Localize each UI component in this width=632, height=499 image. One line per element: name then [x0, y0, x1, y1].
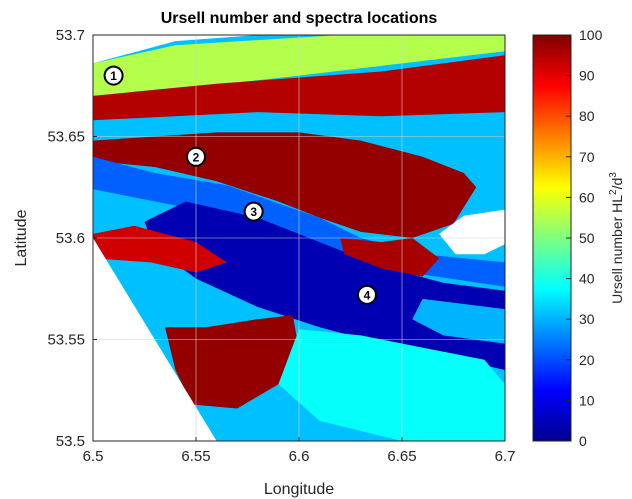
- x-tick-label: 6.6: [289, 448, 310, 465]
- x-tick-label: 6.5: [83, 448, 104, 465]
- x-tick-label: 6.65: [387, 448, 416, 465]
- y-tick-label: 53.55: [47, 332, 85, 349]
- spectra-marker-label: 3: [250, 205, 257, 219]
- x-axis-label: Longitude: [264, 481, 334, 498]
- spectra-marker-label: 1: [110, 69, 117, 83]
- chart-title: Ursell number and spectra locations: [161, 10, 438, 27]
- spectra-markers: 1 2 3 4: [103, 65, 377, 305]
- y-tick-label: 53.65: [47, 129, 85, 146]
- spectra-marker-4: 4: [356, 284, 377, 305]
- x-tick-label: 6.7: [495, 448, 516, 465]
- spectra-marker-1: 1: [103, 65, 124, 86]
- colorbar-label-sup2: 3: [608, 172, 619, 178]
- nodata-northwest-white: [93, 35, 258, 64]
- colorbar-tick-label: 30: [579, 311, 595, 327]
- y-tick-label: 53.5: [56, 433, 85, 450]
- nodata-east-island: [439, 209, 505, 255]
- spectra-marker-label: 2: [193, 150, 200, 164]
- colorbar-tick-label: 40: [579, 271, 595, 287]
- region-channel-deep-blue: [144, 201, 505, 370]
- colorbar-tick-label: 80: [579, 108, 595, 124]
- spectra-marker-label: 4: [364, 288, 371, 302]
- region-southeast-cyan: [412, 298, 505, 344]
- region-west-red-shoal: [93, 225, 227, 273]
- region-south-red-shoal: [165, 315, 299, 409]
- colorbar-tick-label: 90: [579, 68, 595, 84]
- spectra-marker-circle: [356, 284, 377, 305]
- spectra-marker-circle: [243, 201, 264, 222]
- x-tick-label: 6.55: [181, 448, 210, 465]
- colorbar-tick-label: 70: [579, 149, 595, 165]
- spectra-marker-2: 2: [186, 146, 206, 167]
- plot-area: 1 2 3 4: [93, 35, 505, 441]
- colorbar-label-main: Ursell number HL: [609, 195, 625, 304]
- spectra-marker-3: 3: [243, 201, 264, 222]
- colorbar-ticks: 0 10 20 30 40 50 60 70 80 90 100: [566, 27, 603, 449]
- colorbar-tick-label: 60: [579, 189, 595, 205]
- colorbar-tick-label: 0: [579, 433, 587, 449]
- colorbar-label-suffix: /d: [609, 178, 625, 190]
- spectra-marker-circle: [186, 146, 206, 167]
- y-axis-ticks: 53.5 53.55 53.6 53.65 53.7: [47, 27, 97, 450]
- colorbar-tick-label: 20: [579, 352, 595, 368]
- colorbar-label-sup1: 2: [608, 189, 619, 195]
- x-axis-ticks: 6.5 6.55 6.6 6.65 6.7: [83, 437, 516, 465]
- y-tick-label: 53.7: [56, 27, 85, 44]
- region-east-red-shoal: [340, 238, 440, 277]
- colorbar-tick-label: 50: [579, 230, 595, 246]
- region-south-cyan: [278, 329, 505, 441]
- colorbar: [532, 34, 572, 442]
- colorbar-tick-label: 10: [579, 392, 595, 408]
- spectra-marker-circle: [103, 65, 124, 86]
- colorbar-tick-label: 100: [579, 27, 603, 43]
- grid: [93, 35, 505, 441]
- colorbar-label: Ursell number HL2/d3: [608, 172, 625, 304]
- y-tick-label: 53.6: [56, 230, 85, 247]
- y-axis-label: Latitude: [13, 209, 30, 266]
